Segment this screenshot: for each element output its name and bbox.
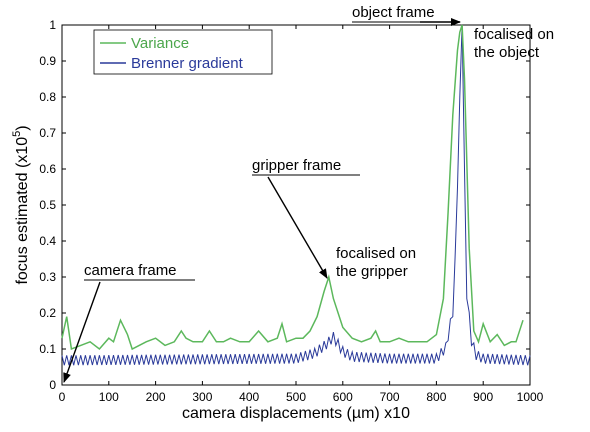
series-line-variance xyxy=(61,24,524,351)
x-tick-label: 500 xyxy=(286,390,306,404)
annotation-focalised-gripper-line1: focalised on xyxy=(336,245,416,262)
x-tick-label: 800 xyxy=(426,390,446,404)
x-tick-label: 700 xyxy=(380,390,400,404)
annotation-camera-frame: camera frame xyxy=(84,262,177,279)
x-axis-label: camera displacements (µm) x10 xyxy=(182,405,410,422)
y-axis-label-main: focus estimated (x10 xyxy=(14,137,31,285)
y-tick-label: 0.8 xyxy=(39,90,56,104)
y-tick-label: 0.6 xyxy=(39,162,56,176)
y-tick-label: 0.9 xyxy=(39,54,56,68)
plot-frame xyxy=(61,24,531,386)
y-tick-label: 0.3 xyxy=(39,270,56,284)
x-tick-label: 0 xyxy=(59,390,66,404)
x-tick-label: 300 xyxy=(192,390,212,404)
annotation-object-frame: object frame xyxy=(352,4,435,21)
x-tick-label: 1000 xyxy=(517,390,544,404)
y-axis-label-exponent: 5 xyxy=(11,131,23,137)
legend-label-brenner: Brenner gradient xyxy=(131,55,244,72)
x-tick-label: 900 xyxy=(473,390,493,404)
y-tick-label: 0 xyxy=(49,378,56,392)
x-tick-label: 400 xyxy=(239,390,259,404)
x-tick-label: 600 xyxy=(333,390,353,404)
annotation-focalised-object-line2: the object xyxy=(474,44,540,61)
legend-box xyxy=(93,29,273,75)
y-tick-label: 0.2 xyxy=(39,306,56,320)
y-tick-label: 0.7 xyxy=(39,126,56,140)
y-axis-label: focus estimated (x105) xyxy=(11,125,31,284)
annotation-focalised-gripper-line2: the gripper xyxy=(336,263,408,280)
annotation-gripper-frame: gripper frame xyxy=(252,157,341,174)
annotation-camera-frame-arrow xyxy=(63,281,101,383)
annotation-focalised-object-line1: focalised on xyxy=(474,26,554,43)
legend-label-variance: Variance xyxy=(131,35,189,52)
annotation-gripper-frame-arrow xyxy=(267,176,328,279)
y-tick-label: 0.4 xyxy=(39,234,56,248)
annotations: object frame focalised on the object gri… xyxy=(63,4,554,383)
series-layer xyxy=(61,24,531,366)
x-tick-label: 200 xyxy=(146,390,166,404)
legend: Variance Brenner gradient xyxy=(93,29,273,75)
x-tick-label: 100 xyxy=(99,390,119,404)
series-line-brenner-gradient xyxy=(61,24,531,366)
y-tick-label: 0.1 xyxy=(39,342,56,356)
axis-ticks: 0 100 200 300 400 500 600 700 800 900 1000 0 0.1 0.2 0… xyxy=(39,18,543,404)
y-axis-label-tail: ) xyxy=(14,125,31,130)
y-tick-label: 1 xyxy=(49,18,56,32)
y-tick-label: 0.5 xyxy=(39,198,56,212)
